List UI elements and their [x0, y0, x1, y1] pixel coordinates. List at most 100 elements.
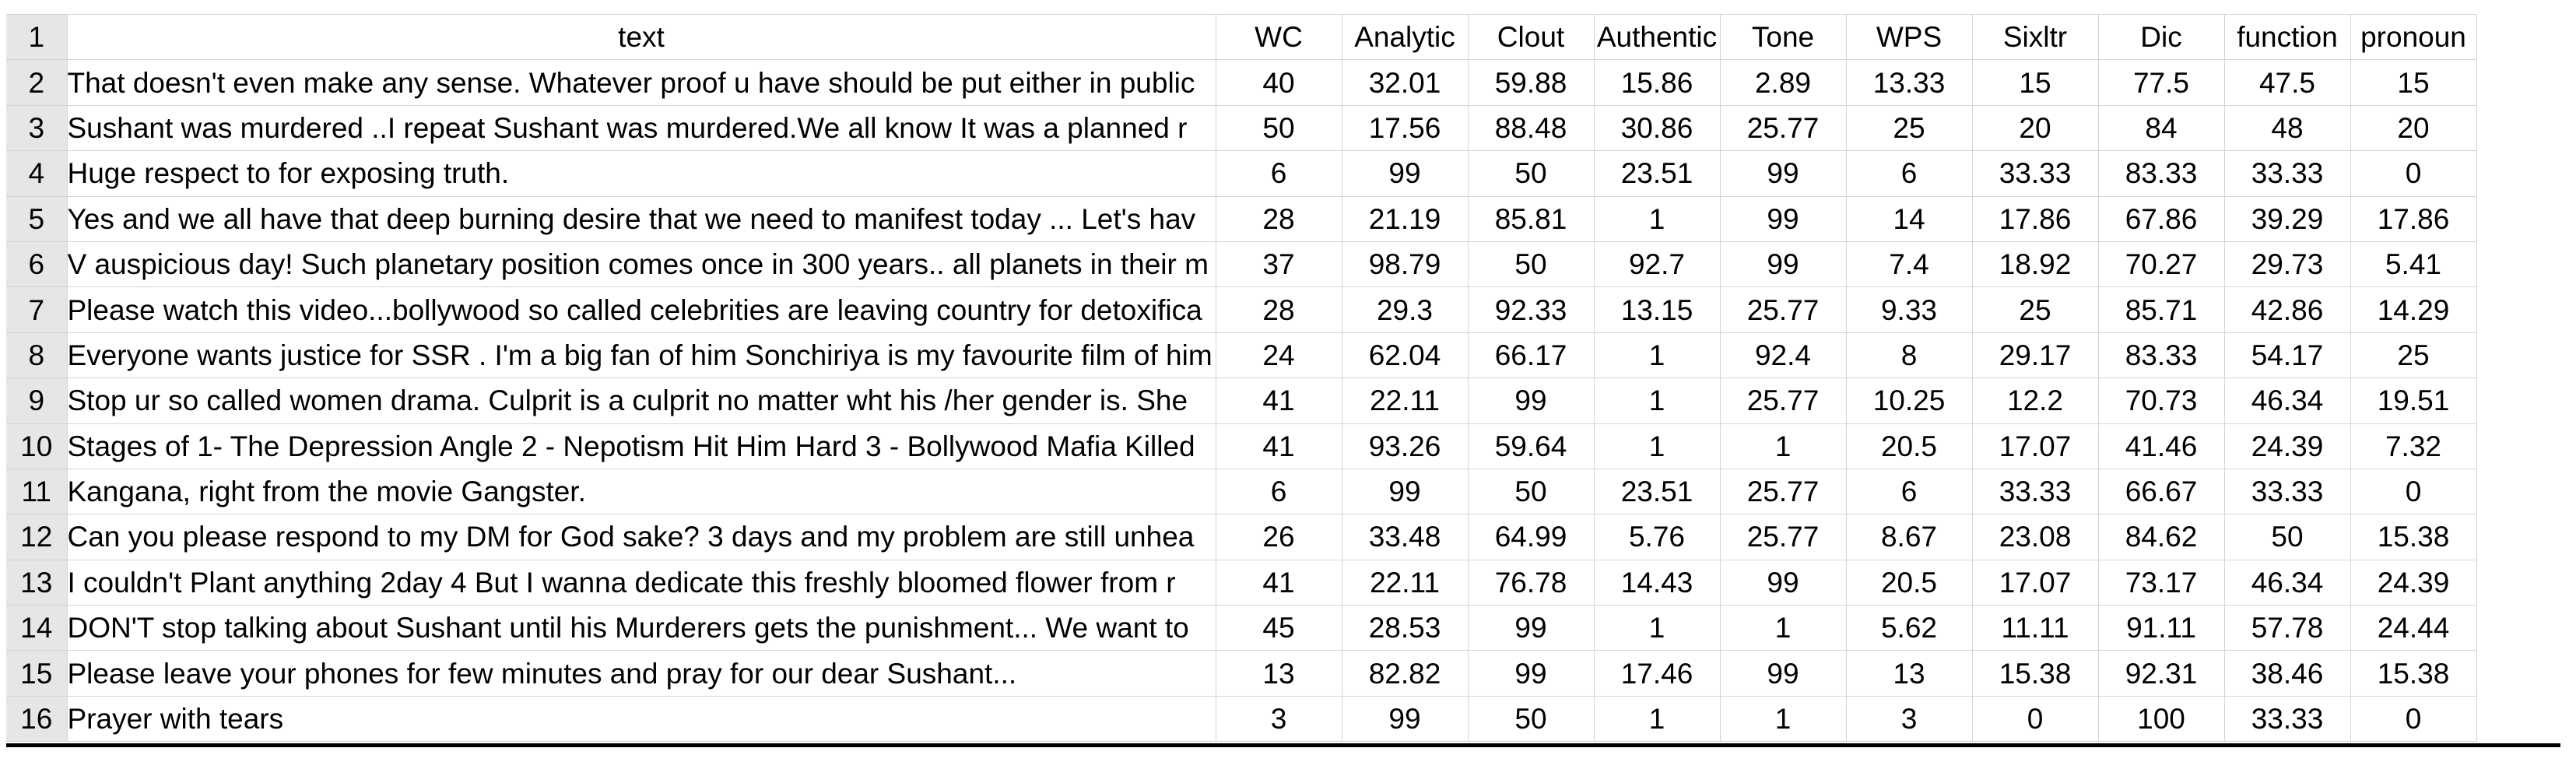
text-cell[interactable]: Please watch this video...bollywood so c…	[67, 286, 1216, 333]
value-cell[interactable]: 17.86	[1972, 196, 2099, 242]
value-cell[interactable]: 99	[1468, 605, 1595, 651]
value-cell[interactable]: 29.3	[1342, 286, 1469, 333]
value-cell[interactable]: 24.44	[2350, 605, 2477, 651]
value-cell[interactable]: 0	[2350, 469, 2477, 515]
value-cell[interactable]: 28	[1216, 286, 1342, 333]
value-cell[interactable]: 33.33	[1972, 150, 2099, 197]
column-header-cell[interactable]: WPS	[1846, 13, 1973, 61]
value-cell[interactable]: 46.34	[2224, 560, 2351, 606]
row-header[interactable]: 1	[6, 13, 68, 61]
value-cell[interactable]: 50	[1468, 150, 1595, 197]
value-cell[interactable]: 41	[1216, 560, 1342, 606]
value-cell[interactable]: 99	[1342, 469, 1469, 515]
value-cell[interactable]: 28.53	[1342, 605, 1469, 651]
value-cell[interactable]: 59.64	[1468, 423, 1595, 469]
value-cell[interactable]: 20	[1972, 105, 2099, 152]
value-cell[interactable]: 6	[1846, 469, 1973, 515]
value-cell[interactable]: 8	[1846, 332, 1973, 379]
row-header[interactable]: 12	[6, 514, 68, 560]
row-header[interactable]: 6	[6, 241, 68, 288]
column-header-cell[interactable]: pronoun	[2350, 13, 2477, 61]
value-cell[interactable]: 3	[1846, 696, 1973, 743]
value-cell[interactable]: 25.77	[1720, 514, 1847, 560]
value-cell[interactable]: 13	[1216, 650, 1342, 697]
row-header[interactable]: 4	[6, 150, 68, 197]
value-cell[interactable]: 13	[1846, 650, 1973, 697]
value-cell[interactable]: 15	[2350, 59, 2477, 106]
value-cell[interactable]: 11.11	[1972, 605, 2099, 651]
value-cell[interactable]: 25.77	[1720, 377, 1847, 424]
value-cell[interactable]: 13.15	[1594, 286, 1721, 333]
value-cell[interactable]: 5.62	[1846, 605, 1973, 651]
value-cell[interactable]: 40	[1216, 59, 1342, 106]
value-cell[interactable]: 20	[2350, 105, 2477, 152]
row-header[interactable]: 7	[6, 286, 68, 333]
value-cell[interactable]: 13.33	[1846, 59, 1973, 106]
value-cell[interactable]: 1	[1594, 696, 1721, 743]
text-cell[interactable]: That doesn't even make any sense. Whatev…	[67, 59, 1216, 106]
value-cell[interactable]: 1	[1594, 196, 1721, 242]
column-header-cell[interactable]: Sixltr	[1972, 13, 2099, 61]
value-cell[interactable]: 41	[1216, 423, 1342, 469]
value-cell[interactable]: 1	[1594, 605, 1721, 651]
value-cell[interactable]: 17.86	[2350, 196, 2477, 242]
value-cell[interactable]: 45	[1216, 605, 1342, 651]
value-cell[interactable]: 66.67	[2098, 469, 2225, 515]
value-cell[interactable]: 92.33	[1468, 286, 1595, 333]
text-cell[interactable]: Please leave your phones for few minutes…	[67, 650, 1216, 697]
value-cell[interactable]: 24.39	[2350, 560, 2477, 606]
value-cell[interactable]: 47.5	[2224, 59, 2351, 106]
value-cell[interactable]: 50	[1468, 696, 1595, 743]
text-cell[interactable]: Huge respect to for exposing truth.	[67, 150, 1216, 197]
value-cell[interactable]: 67.86	[2098, 196, 2225, 242]
value-cell[interactable]: 85.81	[1468, 196, 1595, 242]
value-cell[interactable]: 82.82	[1342, 650, 1469, 697]
value-cell[interactable]: 18.92	[1972, 241, 2099, 288]
value-cell[interactable]: 99	[1720, 196, 1847, 242]
text-cell[interactable]: V auspicious day! Such planetary positio…	[67, 241, 1216, 288]
value-cell[interactable]: 15.38	[1972, 650, 2099, 697]
column-header-cell[interactable]: Tone	[1720, 13, 1847, 61]
value-cell[interactable]: 46.34	[2224, 377, 2351, 424]
value-cell[interactable]: 0	[2350, 150, 2477, 197]
value-cell[interactable]: 23.51	[1594, 469, 1721, 515]
text-cell[interactable]: Kangana, right from the movie Gangster.	[67, 469, 1216, 515]
value-cell[interactable]: 1	[1720, 696, 1847, 743]
text-cell[interactable]: Sushant was murdered ..I repeat Sushant …	[67, 105, 1216, 152]
row-header[interactable]: 15	[6, 650, 68, 697]
value-cell[interactable]: 15.38	[2350, 650, 2477, 697]
value-cell[interactable]: 50	[1468, 241, 1595, 288]
column-header-cell[interactable]: Authentic	[1594, 13, 1721, 61]
value-cell[interactable]: 28	[1216, 196, 1342, 242]
value-cell[interactable]: 54.17	[2224, 332, 2351, 379]
row-header[interactable]: 2	[6, 59, 68, 106]
value-cell[interactable]: 83.33	[2098, 150, 2225, 197]
value-cell[interactable]: 92.4	[1720, 332, 1847, 379]
value-cell[interactable]: 25	[2350, 332, 2477, 379]
value-cell[interactable]: 33.33	[2224, 696, 2351, 743]
value-cell[interactable]: 98.79	[1342, 241, 1469, 288]
value-cell[interactable]: 48	[2224, 105, 2351, 152]
value-cell[interactable]: 99	[1720, 150, 1847, 197]
value-cell[interactable]: 24.39	[2224, 423, 2351, 469]
row-header[interactable]: 5	[6, 196, 68, 242]
row-header[interactable]: 8	[6, 332, 68, 379]
value-cell[interactable]: 50	[2224, 514, 2351, 560]
value-cell[interactable]: 99	[1720, 560, 1847, 606]
value-cell[interactable]: 5.76	[1594, 514, 1721, 560]
value-cell[interactable]: 14.29	[2350, 286, 2477, 333]
row-header[interactable]: 3	[6, 105, 68, 152]
value-cell[interactable]: 1	[1720, 605, 1847, 651]
value-cell[interactable]: 99	[1342, 696, 1469, 743]
value-cell[interactable]: 0	[2350, 696, 2477, 743]
value-cell[interactable]: 1	[1594, 377, 1721, 424]
text-cell[interactable]: Stop ur so called women drama. Culprit i…	[67, 377, 1216, 424]
value-cell[interactable]: 39.29	[2224, 196, 2351, 242]
row-header[interactable]: 10	[6, 423, 68, 469]
row-header[interactable]: 14	[6, 605, 68, 651]
value-cell[interactable]: 7.32	[2350, 423, 2477, 469]
value-cell[interactable]: 7.4	[1846, 241, 1973, 288]
value-cell[interactable]: 25.77	[1720, 105, 1847, 152]
value-cell[interactable]: 88.48	[1468, 105, 1595, 152]
value-cell[interactable]: 37	[1216, 241, 1342, 288]
